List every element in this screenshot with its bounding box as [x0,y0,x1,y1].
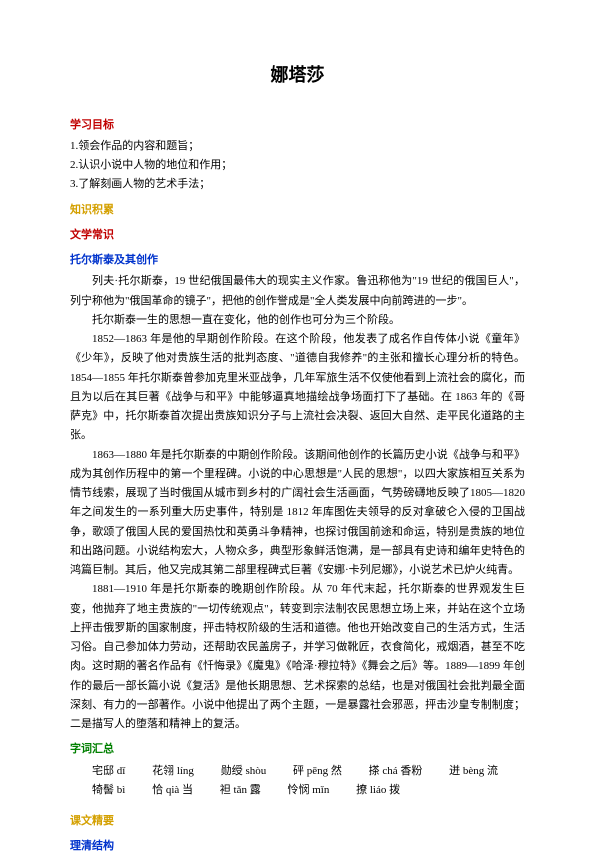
knowledge-heading: 知识积累 [70,201,525,220]
essentials-heading: 课文精要 [70,812,525,831]
vocab-item: 恰 qià 当 [152,781,193,800]
vocab-item: 犄髻 bì [92,781,125,800]
structure-heading: 理清结构 [70,837,525,856]
goals-heading: 学习目标 [70,116,525,135]
vocab-item: 怜悯 mǐn [287,781,329,800]
vocab-row: 宅邸 dǐ 花翎 líng 勋绶 shòu 砰 pēng 然 搽 chá 香粉 … [92,762,525,781]
vocab-row: 犄髻 bì 恰 qià 当 袒 tǎn 露 怜悯 mǐn 撩 liáo 拨 [92,781,525,800]
goal-item: 3.了解刻画人物的艺术手法； [70,175,525,194]
paragraph: 1852—1863 年是他的早期创作阶段。在这个阶段，他发表了成名作自传体小说《… [70,330,525,446]
goal-item: 2.认识小说中人物的地位和作用； [70,156,525,175]
paragraph: 托尔斯泰一生的思想一直在变化，他的创作也可分为三个阶段。 [70,311,525,330]
paragraph: 1863—1880 年是托尔斯泰的中期创作阶段。该期间他创作的长篇历史小说《战争… [70,446,525,581]
page-title: 娜塔莎 [70,60,525,92]
page: 娜塔莎 学习目标 1.领会作品的内容和题旨； 2.认识小说中人物的地位和作用； … [0,0,595,842]
goal-item: 1.领会作品的内容和题旨； [70,137,525,156]
vocab-item: 花翎 líng [152,762,194,781]
author-heading: 托尔斯泰及其创作 [70,251,525,270]
vocab-item: 迸 bèng 流 [449,762,498,781]
literature-heading: 文学常识 [70,226,525,245]
vocab-item: 勋绶 shòu [221,762,267,781]
vocab-item: 撩 liáo 拨 [356,781,400,800]
vocab-item: 砰 pēng 然 [293,762,342,781]
vocab-item: 袒 tǎn 露 [220,781,261,800]
vocab-heading: 字词汇总 [70,740,525,759]
paragraph: 列夫·托尔斯泰，19 世纪俄国最伟大的现实主义作家。鲁迅称他为"19 世纪的俄国… [70,272,525,311]
vocab-item: 搽 chá 香粉 [369,762,423,781]
vocab-item: 宅邸 dǐ [92,762,125,781]
paragraph: 1881—1910 年是托尔斯泰的晚期创作阶段。从 70 年代末起，托尔斯泰的世… [70,580,525,734]
